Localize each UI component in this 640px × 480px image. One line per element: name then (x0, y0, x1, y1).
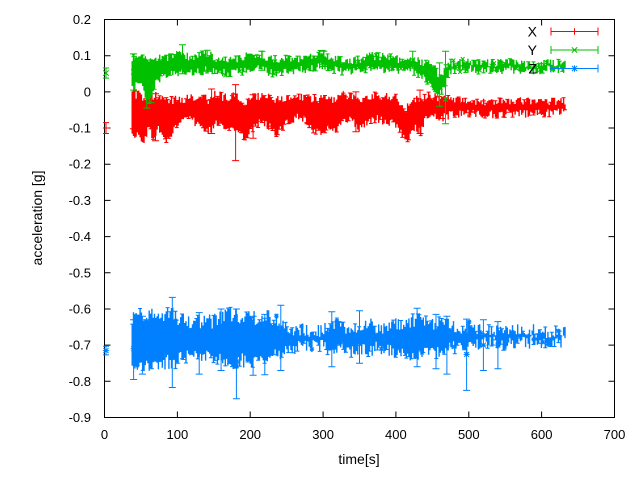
y-tick-label: -0.1 (69, 121, 91, 136)
series-X-band (131, 90, 566, 143)
y-tick-label: 0.1 (73, 48, 91, 63)
y-tick-label: -0.7 (69, 338, 91, 353)
legend-label-X: X (528, 24, 538, 40)
x-axis-title: time[s] (338, 451, 379, 467)
y-tick-label: -0.4 (69, 229, 91, 244)
series-X (102, 84, 567, 162)
y-tick-label: 0.2 (73, 12, 91, 27)
series-X-caps (130, 90, 567, 143)
series-Z-outliers (102, 296, 502, 400)
y-tick-label: -0.8 (69, 374, 91, 389)
series-Z-band (131, 307, 566, 372)
x-tick-label: 500 (458, 427, 480, 442)
y-tick-label: -0.6 (69, 302, 91, 317)
plot-border (104, 19, 615, 418)
y-tick-label: -0.5 (69, 265, 91, 280)
series-Z-caps (130, 306, 562, 371)
series-layer (102, 44, 567, 400)
legend-label-Z: Z (528, 61, 537, 77)
series-X-outliers (102, 84, 424, 162)
series-Z (102, 296, 566, 400)
plot-frame: 0 100 200 300 400 500 600 700 0.2 0.1 0 -0.1 -0.2 -0.… (69, 12, 626, 442)
x-tick-label: 100 (167, 427, 189, 442)
y-tick-label: 0 (84, 84, 91, 99)
legend-sample-X (550, 27, 599, 36)
legend-sample-Y (550, 46, 599, 54)
y-axis-title: acceleration [g] (29, 171, 45, 266)
x-tick-label: 400 (385, 427, 407, 442)
y-tick-label: -0.2 (69, 157, 91, 172)
x-tick-label: 700 (604, 427, 626, 442)
series-Y (102, 44, 566, 125)
x-tick-label: 200 (239, 427, 261, 442)
series-Y-band (131, 50, 566, 104)
x-tick-label: 0 (101, 427, 108, 442)
legend-sample-Z (550, 64, 599, 73)
y-tick-label: -0.9 (69, 410, 91, 425)
series-Y-outliers (102, 44, 449, 125)
y-tick-label: -0.3 (69, 193, 91, 208)
x-tick-label: 600 (531, 427, 553, 442)
legend: XYZ (528, 24, 599, 77)
x-tick-label: 300 (312, 427, 334, 442)
legend-label-Y: Y (528, 42, 538, 58)
